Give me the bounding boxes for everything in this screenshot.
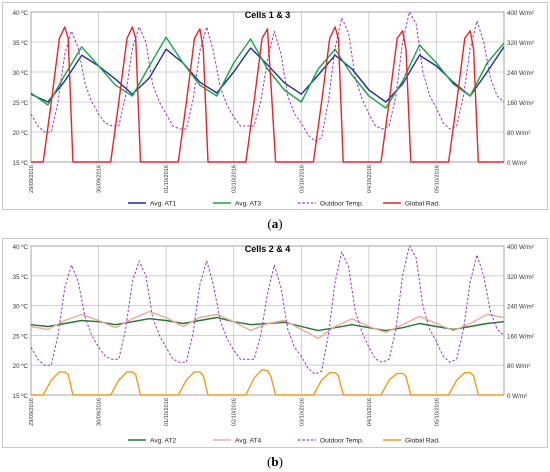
y-left-tick-label: 35 ºC bbox=[13, 274, 29, 281]
y-right-tick-label: 160 W/m² bbox=[507, 333, 534, 340]
y-left-tick-label: 15 ºC bbox=[13, 160, 29, 167]
x-tick-label: 04/10/2016 bbox=[367, 165, 373, 193]
x-tick-label: 05/10/2016 bbox=[434, 165, 440, 193]
y-left-tick-label: 30 ºC bbox=[13, 70, 29, 77]
y-left-tick-label: 20 ºC bbox=[13, 130, 29, 137]
series-line-avg-at3 bbox=[31, 36, 504, 109]
chart-b: 15 ºC 0 W/m² 20 ºC 80 W/m² 25 ºC 160 W/m² 30 º… bbox=[2, 238, 548, 448]
y-left-tick-label: 35 ºC bbox=[13, 40, 29, 47]
legend-label: Outdoor Temp. bbox=[320, 438, 364, 445]
y-right-tick-label: 320 W/m² bbox=[507, 274, 534, 281]
x-tick-label: 29/09/2016 bbox=[29, 165, 35, 193]
x-tick-label: 30/09/2016 bbox=[97, 165, 103, 193]
legend-label: Global Rad. bbox=[405, 438, 440, 445]
plot-area bbox=[30, 245, 505, 396]
x-tick-label: 01/10/2016 bbox=[164, 398, 170, 426]
legend-label: Global Rad. bbox=[405, 201, 440, 208]
chart-frame bbox=[2, 2, 548, 210]
x-tick-label: 02/10/2016 bbox=[232, 398, 238, 426]
chart-title: Cells 2 & 4 bbox=[245, 244, 291, 254]
y-left-tick-label: 15 ºC bbox=[13, 393, 29, 400]
x-tick-label: 29/09/2016 bbox=[29, 398, 35, 426]
series-line-outdoor-temp bbox=[31, 11, 504, 142]
y-right-tick-label: 0 W/m² bbox=[507, 393, 527, 400]
series-line-global-rad bbox=[31, 369, 504, 396]
legend-item-outdoor-temp: Outdoor Temp. bbox=[298, 438, 364, 445]
chart-a: 15 ºC 0 W/m² 20 ºC 80 W/m² 25 ºC 160 W/m² 30 º… bbox=[2, 2, 548, 210]
legend-label: Avg. AT2 bbox=[150, 438, 176, 445]
y-left-tick-label: 40 ºC bbox=[13, 10, 29, 17]
legend-label: Avg. AT3 bbox=[235, 201, 261, 208]
x-tick-label: 05/10/2016 bbox=[434, 398, 440, 426]
legend-item-avg-at4: Avg. AT4 bbox=[213, 438, 261, 445]
legend-item-global-rad: Global Rad. bbox=[383, 201, 440, 208]
legend-label: Avg. AT4 bbox=[235, 438, 261, 445]
y-right-tick-label: 400 W/m² bbox=[507, 244, 534, 251]
y-left-tick-label: 20 ºC bbox=[13, 363, 29, 370]
legend-item-avg-at3: Avg. AT3 bbox=[213, 201, 261, 208]
x-tick-label: 30/09/2016 bbox=[97, 398, 103, 426]
y-right-tick-label: 160 W/m² bbox=[507, 100, 534, 107]
x-tick-label: 02/10/2016 bbox=[232, 165, 238, 193]
y-right-tick-label: 80 W/m² bbox=[507, 130, 530, 137]
legend-label: Avg. AT1 bbox=[150, 201, 176, 208]
legend-item-outdoor-temp: Outdoor Temp. bbox=[298, 201, 364, 208]
x-tick-label: 03/10/2016 bbox=[299, 165, 305, 193]
y-right-tick-label: 400 W/m² bbox=[507, 10, 534, 17]
chart-title: Cells 1 & 3 bbox=[245, 10, 291, 20]
series-line-avg-at4 bbox=[31, 310, 504, 340]
legend-item-global-rad: Global Rad. bbox=[383, 438, 440, 445]
series-line-avg-at1 bbox=[31, 46, 504, 103]
series-line-global-rad bbox=[31, 26, 504, 163]
x-tick-label: 03/10/2016 bbox=[299, 398, 305, 426]
legend-item-avg-at2: Avg. AT2 bbox=[128, 438, 176, 445]
y-left-tick-label: 40 ºC bbox=[13, 244, 29, 251]
caption-a: (a) bbox=[267, 216, 283, 231]
y-right-tick-label: 80 W/m² bbox=[507, 363, 530, 370]
caption-b-letter: b bbox=[271, 454, 279, 469]
y-left-tick-label: 25 ºC bbox=[13, 333, 29, 340]
legend-item-avg-at1: Avg. AT1 bbox=[128, 201, 176, 208]
caption-a-letter: a bbox=[271, 216, 279, 231]
plot-area bbox=[30, 11, 505, 163]
caption-b: (b) bbox=[267, 454, 283, 469]
x-tick-label: 01/10/2016 bbox=[164, 165, 170, 193]
y-right-tick-label: 320 W/m² bbox=[507, 40, 534, 47]
y-right-tick-label: 0 W/m² bbox=[507, 160, 527, 167]
y-right-tick-label: 240 W/m² bbox=[507, 304, 534, 311]
series-line-outdoor-temp bbox=[31, 245, 504, 375]
legend-label: Outdoor Temp. bbox=[320, 201, 364, 208]
x-tick-label: 04/10/2016 bbox=[367, 398, 373, 426]
y-right-tick-label: 240 W/m² bbox=[507, 70, 534, 77]
y-left-tick-label: 25 ºC bbox=[13, 100, 29, 107]
chart-frame bbox=[2, 238, 548, 448]
y-left-tick-label: 30 ºC bbox=[13, 304, 29, 311]
